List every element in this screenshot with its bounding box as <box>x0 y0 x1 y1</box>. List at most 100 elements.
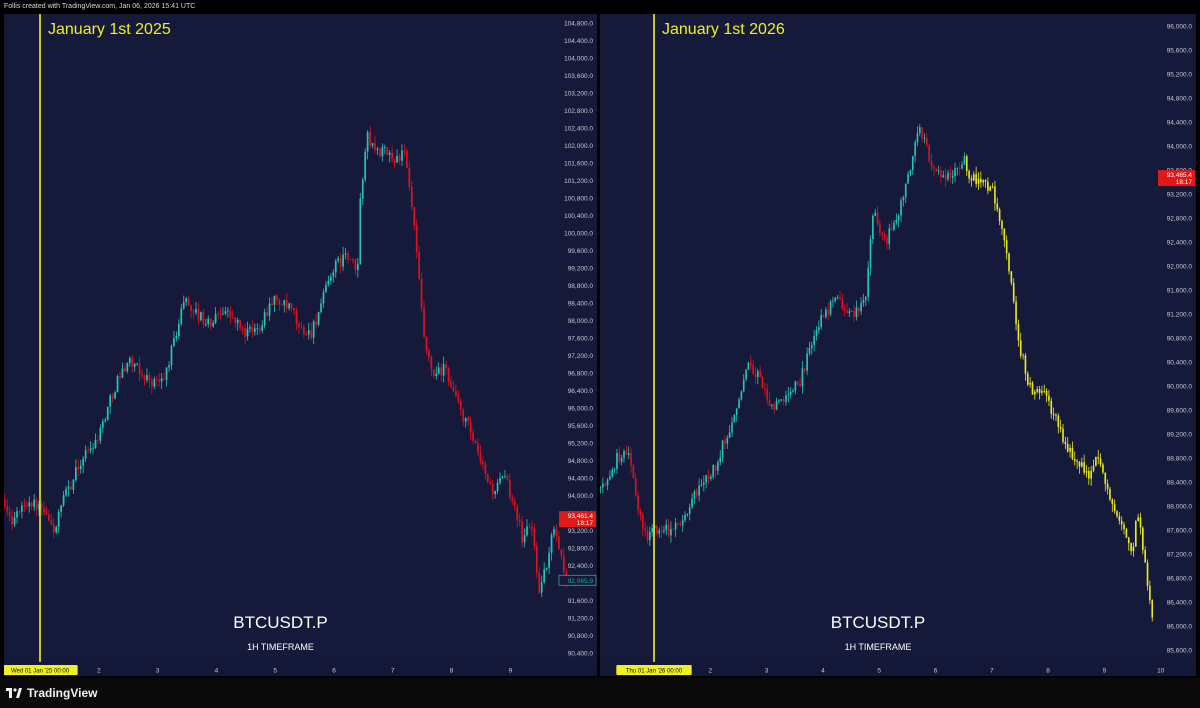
current-price-badge: 93,461.418:17 <box>559 511 596 528</box>
candle-body <box>155 378 158 380</box>
candle-body <box>796 381 799 385</box>
projection-body <box>1050 400 1053 414</box>
candle-body <box>288 303 291 309</box>
y-tick-label: 96,000.0 <box>1167 24 1193 31</box>
candle-body <box>121 368 124 378</box>
candle-body <box>391 152 394 160</box>
y-tick-label: 93,200.0 <box>1167 192 1193 199</box>
chart-panel-2025[interactable]: 104,800.0 104,400.0 104,000.0 103,600.0 103,… <box>4 14 597 676</box>
y-tick-label: 94,000.0 <box>1167 144 1193 151</box>
candle-body <box>839 297 841 299</box>
candle-body <box>401 150 403 161</box>
candle-body <box>104 419 107 422</box>
footer-bar: TradingView <box>0 678 1200 708</box>
candle-body <box>827 309 830 315</box>
candle-body <box>293 308 295 311</box>
x-tick-label: 6 <box>332 668 336 675</box>
y-tick-label: 96,400.0 <box>568 388 594 395</box>
projection-body <box>1123 524 1125 530</box>
candle-body <box>759 371 761 377</box>
secondary-price-label: 92,065.9 <box>568 578 594 585</box>
candle-body <box>521 521 523 543</box>
projection-body <box>1111 499 1114 505</box>
candle-body <box>935 168 938 172</box>
candle-body <box>562 555 565 573</box>
projection-body <box>1106 483 1109 489</box>
candle-body <box>398 155 401 161</box>
candle-body <box>700 484 703 486</box>
candle-body <box>695 491 698 496</box>
candle-body <box>72 479 75 490</box>
tradingview-logo[interactable]: TradingView <box>6 686 97 700</box>
candle-body <box>84 450 87 459</box>
candle-body <box>408 167 411 187</box>
candle-body <box>457 396 460 401</box>
y-tick-label: 97,600.0 <box>568 336 594 343</box>
candle-body <box>726 437 729 444</box>
candle-body <box>933 167 935 169</box>
candle-body <box>895 219 898 223</box>
symbol-watermark: BTCUSDT.P <box>233 613 327 632</box>
projection-body <box>975 174 977 184</box>
y-tick-label: 102,400.0 <box>564 125 593 132</box>
candle-body <box>656 525 658 534</box>
candle-body <box>18 511 21 512</box>
y-tick-label: 86,000.0 <box>1167 624 1193 631</box>
y-tick-label: 92,400.0 <box>1167 240 1193 247</box>
candle-body <box>548 552 550 568</box>
candle-body <box>376 148 379 150</box>
chart-svg-2026[interactable]: 96,000.0 95,600.0 95,200.0 94,800.0 94,400.0… <box>600 14 1196 676</box>
candle-body <box>538 573 541 593</box>
candle-body <box>23 505 26 507</box>
y-tick-label: 97,200.0 <box>568 353 594 360</box>
candle-body <box>516 506 519 520</box>
y-tick-label: 87,200.0 <box>1167 552 1193 559</box>
candle-body <box>347 253 349 260</box>
candle-body <box>724 440 726 444</box>
candle-body <box>239 319 241 329</box>
candle-body <box>160 378 163 382</box>
candle-body <box>94 439 97 448</box>
candle-body <box>714 464 717 471</box>
current-price-badge-bg <box>1158 170 1195 187</box>
y-tick-label: 90,000.0 <box>1167 384 1193 391</box>
candle-body <box>843 308 846 311</box>
candle-body <box>860 302 862 312</box>
candle-body <box>761 376 764 389</box>
candle-body <box>241 328 244 329</box>
candle-body <box>766 389 769 401</box>
candle-body <box>832 300 834 302</box>
candle-body <box>258 328 261 331</box>
candle-body <box>756 371 759 377</box>
candle-body <box>921 127 923 139</box>
candle-body <box>479 452 482 462</box>
candle-body <box>712 464 715 477</box>
y-tick-label: 88,800.0 <box>1167 456 1193 463</box>
projection-body <box>1088 471 1090 479</box>
candle-body <box>410 186 413 207</box>
candle-body <box>435 373 438 376</box>
candle-body <box>359 198 362 264</box>
candle-body <box>501 476 504 478</box>
projection-body <box>1139 517 1142 528</box>
x-tick-label: 2 <box>97 668 101 675</box>
candle-body <box>106 406 109 420</box>
candle-body <box>775 401 778 410</box>
secondary-price-badge-bg <box>558 574 597 586</box>
candle-body <box>670 528 672 536</box>
projection-body <box>1134 521 1137 547</box>
candle-body <box>523 535 526 543</box>
chart-svg-2025[interactable]: 104,800.0 104,400.0 104,000.0 103,600.0 103,… <box>4 14 597 676</box>
candle-body <box>276 295 278 300</box>
current-price-badge-bg <box>559 511 596 528</box>
candle-body <box>937 170 940 172</box>
timeframe-watermark: 1H TIMEFRAME <box>845 642 912 652</box>
current-price-label: 93,461.4 <box>568 513 594 520</box>
chart-panel-2026[interactable]: 96,000.0 95,600.0 95,200.0 94,800.0 94,400.0… <box>600 14 1196 676</box>
projection-body <box>1144 549 1147 563</box>
candle-body <box>263 312 266 326</box>
candle-body <box>667 524 670 536</box>
candle-body <box>864 296 867 300</box>
candle-body <box>665 524 668 531</box>
x-tick-label: 8 <box>450 668 454 675</box>
